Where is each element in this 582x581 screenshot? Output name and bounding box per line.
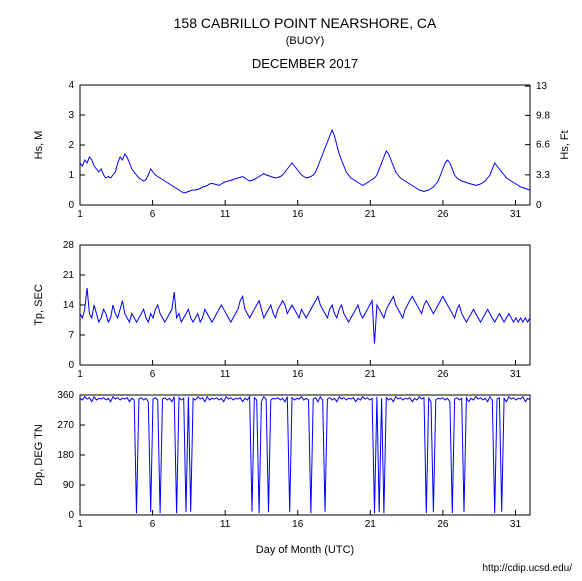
xtick-label: 11	[220, 209, 231, 220]
data-line-dp	[80, 397, 530, 514]
title-period: DECEMBER 2017	[252, 56, 358, 71]
ytick-label: 0	[68, 200, 74, 211]
xtick-label: 16	[292, 209, 304, 220]
xtick-label: 6	[150, 209, 156, 220]
ytick-label: 2	[68, 140, 74, 151]
ytick-label-r: 13	[536, 81, 548, 92]
xtick-label: 11	[220, 519, 231, 530]
ytick-label-r: 9.8	[536, 110, 550, 121]
ytick-label: 270	[57, 420, 74, 431]
xtick-label: 26	[437, 369, 449, 380]
ytick-label: 3	[68, 110, 74, 121]
ytick-label: 14	[63, 300, 75, 311]
xtick-label: 31	[510, 519, 522, 530]
data-line-hs	[80, 130, 530, 193]
ytick-label: 180	[57, 450, 74, 461]
xtick-label: 1	[77, 209, 83, 220]
chart-svg: 158 CABRILLO POINT NEARSHORE, CA (BUOY) DE…	[0, 0, 582, 581]
ylabel-hs: Hs, M	[33, 131, 45, 160]
xtick-label: 26	[437, 519, 449, 530]
ytick-label: 4	[68, 80, 74, 91]
xtick-label: 31	[510, 369, 522, 380]
xtick-label: 16	[292, 519, 304, 530]
ylabel-dp: Dp, DEG TN	[33, 424, 45, 486]
ytick-label: 0	[68, 510, 74, 521]
xtick-label: 1	[77, 369, 83, 380]
xtick-label: 21	[365, 209, 377, 220]
ylabel-right-hs: Hs, Ft	[559, 130, 571, 159]
chart-container: 158 CABRILLO POINT NEARSHORE, CA (BUOY) DE…	[0, 0, 582, 581]
title-main: 158 CABRILLO POINT NEARSHORE, CA	[174, 15, 437, 31]
panel-frame-hs	[80, 85, 530, 205]
xtick-label: 1	[77, 519, 83, 530]
ytick-label-r: 0	[536, 200, 542, 211]
xtick-label: 6	[150, 369, 156, 380]
ytick-label: 360	[57, 390, 74, 401]
ytick-label: 7	[68, 330, 74, 341]
xlabel: Day of Month (UTC)	[256, 544, 354, 556]
ytick-label: 90	[63, 480, 75, 491]
xtick-label: 16	[292, 369, 304, 380]
ytick-label-r: 6.6	[536, 140, 550, 151]
ytick-label: 0	[68, 360, 74, 371]
xtick-label: 26	[437, 209, 449, 220]
panel-frame-tp	[80, 245, 530, 365]
xtick-label: 21	[365, 519, 377, 530]
xtick-label: 11	[220, 369, 231, 380]
data-line-tp	[80, 288, 530, 344]
title-subtitle: (BUOY)	[286, 35, 325, 47]
ytick-label: 28	[63, 240, 75, 251]
ytick-label-r: 3.3	[536, 170, 550, 181]
xtick-label: 31	[510, 209, 522, 220]
xtick-label: 6	[150, 519, 156, 530]
ytick-label: 1	[68, 170, 74, 181]
xtick-label: 21	[365, 369, 377, 380]
credit-text: http://cdip.ucsd.edu/	[482, 563, 572, 574]
ylabel-tp: Tp, SEC	[33, 284, 45, 326]
ytick-label: 21	[63, 270, 75, 281]
